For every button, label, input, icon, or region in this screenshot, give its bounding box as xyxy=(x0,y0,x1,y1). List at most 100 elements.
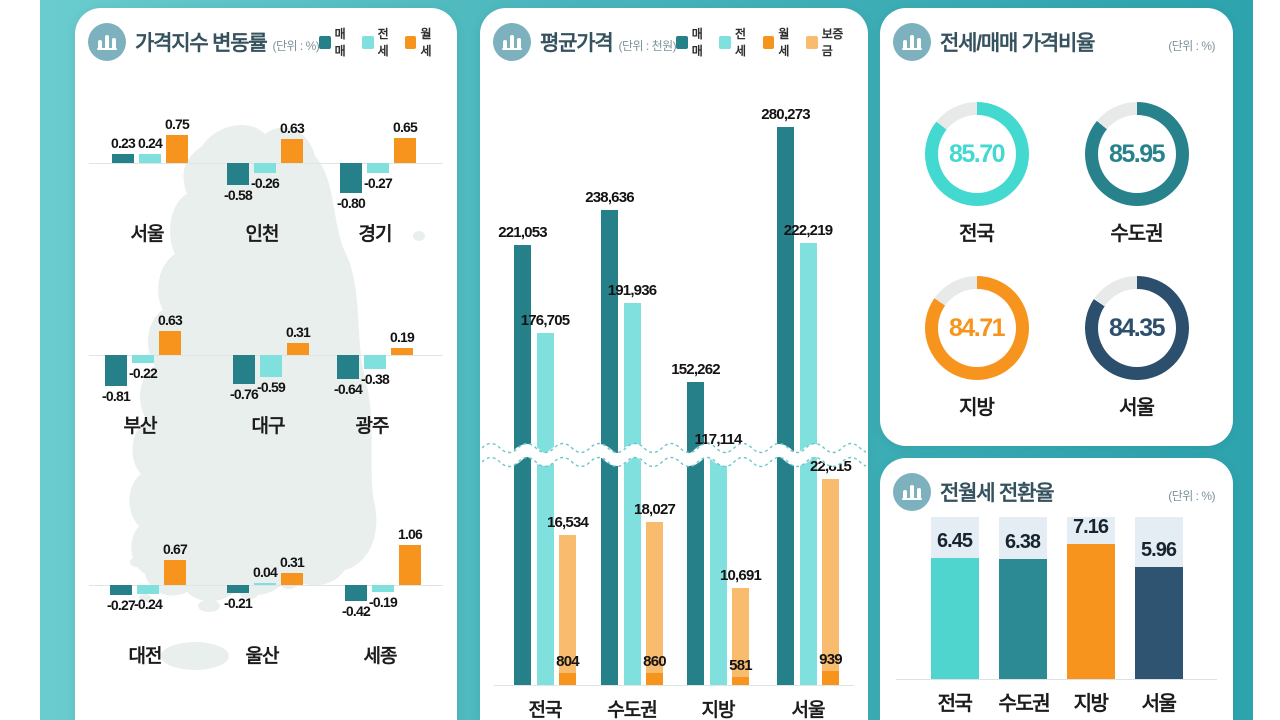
value-label: -0.24 xyxy=(134,596,163,613)
region-group-0: 0.23 0.24 0.75 서울 xyxy=(105,43,190,283)
region-group-0: -0.27 -0.24 0.67 대전 xyxy=(103,465,188,705)
monthly-bar xyxy=(159,331,181,355)
bar-track: 7.16 xyxy=(1066,516,1115,679)
legend-item-jeonse: 전세 xyxy=(719,25,753,59)
value-label: 0.04 xyxy=(252,564,278,580)
value-label: 221,053 xyxy=(498,224,547,242)
rate-value: 7.16 xyxy=(1073,516,1109,539)
legend: 매매 전세 월세 xyxy=(319,25,439,59)
bar-track: 5.96 xyxy=(1134,517,1183,679)
legend-swatch xyxy=(762,35,775,49)
value-label: -0.58 xyxy=(224,187,253,204)
legend-swatch xyxy=(319,35,331,49)
jeonse-bar xyxy=(623,303,641,685)
legend-label: 전세 xyxy=(735,27,746,58)
jeonse-bar xyxy=(254,583,276,585)
value-label: 222,219 xyxy=(783,221,833,239)
axis-break-wave xyxy=(482,442,866,468)
average-price-panel: 평균가격 (단위 : 천원) 매매 전세 월세 보증금 221,053 176,705 1… xyxy=(480,8,868,720)
legend-item-deposit: 보증금 xyxy=(806,25,850,59)
donut-label: 서울 xyxy=(1119,397,1155,419)
category-label: 전국 xyxy=(937,693,973,715)
building-chart-icon xyxy=(493,23,531,61)
value-label: 18,027 xyxy=(633,500,676,518)
price-index-panel: 가격지수 변동률 (단위 : %) 매매 전세 월세 0.23 0.24 0.75 서울 -… xyxy=(75,8,457,720)
value-label: 0.67 xyxy=(162,540,188,557)
value-label: 0.31 xyxy=(279,554,305,571)
rate-value: 6.45 xyxy=(937,529,973,552)
value-label: 0.19 xyxy=(389,328,415,345)
category-label: 서울 xyxy=(1141,693,1177,715)
monthly-bar xyxy=(166,134,188,163)
building-chart-icon xyxy=(893,23,931,61)
legend-item-monthly: 월세 xyxy=(405,25,439,59)
region-label: 대전 xyxy=(128,646,163,667)
rate-bar xyxy=(998,559,1047,679)
price-index-chart: 0.23 0.24 0.75 서울 -0.58 -0.26 0.63 인천 -0.80 -0.27… xyxy=(75,8,457,720)
legend-item-monthly: 월세 xyxy=(762,25,797,59)
monthly-bar xyxy=(559,673,576,685)
jeonse-bar xyxy=(137,585,159,595)
value-label: 10,691 xyxy=(719,567,762,585)
sale-bar xyxy=(687,382,704,685)
donut-hole: 84.71 xyxy=(937,289,1016,367)
value-label: 0.63 xyxy=(279,120,305,137)
legend-swatch xyxy=(719,35,732,49)
legend-label: 전세 xyxy=(377,27,389,58)
value-label: -0.59 xyxy=(257,379,286,396)
sale-bar xyxy=(110,585,132,596)
monthly-bar xyxy=(287,343,309,355)
legend-item-sale: 매매 xyxy=(319,25,353,59)
rate-bar xyxy=(1066,544,1115,679)
jeonse-bar xyxy=(367,163,389,174)
jeonse-bar xyxy=(709,451,727,685)
panel-unit: (단위 : %) xyxy=(272,39,320,53)
monthly-bar xyxy=(646,672,663,685)
legend-swatch xyxy=(405,35,417,49)
donut-value: 84.71 xyxy=(948,313,1006,342)
donut-cell: 85.70 전국 xyxy=(924,102,1029,246)
region-label: 인천 xyxy=(245,224,280,245)
donut-ring: 84.71 xyxy=(924,276,1029,380)
monthly-bar xyxy=(281,573,303,585)
region-group-1: -0.21 0.04 0.31 울산 xyxy=(220,465,305,705)
rate-value: 6.38 xyxy=(1005,531,1041,554)
legend-swatch xyxy=(362,35,374,49)
value-label: 16,534 xyxy=(546,514,589,532)
region-label: 울산 xyxy=(245,646,280,667)
jeonse-bar xyxy=(372,585,394,593)
category-label: 전국 xyxy=(528,700,563,720)
legend-label: 월세 xyxy=(420,27,432,58)
deposit-bar xyxy=(646,521,663,685)
value-label: 1.06 xyxy=(397,525,423,542)
value-label: 581 xyxy=(729,656,752,674)
category-label: 수도권 xyxy=(607,700,657,720)
legend-swatch xyxy=(806,35,818,49)
value-label: -0.22 xyxy=(129,365,158,382)
sale-bar xyxy=(514,245,531,685)
region-label: 부산 xyxy=(123,416,158,437)
value-label: -0.21 xyxy=(224,594,253,611)
value-label: 0.31 xyxy=(285,324,311,341)
sale-bar xyxy=(105,355,127,386)
sale-bar xyxy=(233,355,255,384)
conversion-labels: 전국 수도권 지방 서울 xyxy=(880,687,1233,716)
region-group-1: -0.58 -0.26 0.63 인천 xyxy=(220,43,305,283)
rate-bar xyxy=(1134,566,1183,679)
value-label: 280,273 xyxy=(761,106,810,124)
donut-hole: 84.35 xyxy=(1097,289,1176,367)
legend-label: 보증금 xyxy=(821,27,844,58)
value-label: 176,705 xyxy=(520,312,570,330)
panel-header: 전월세 전환율 (단위 : %) xyxy=(880,458,1233,511)
sale-bar xyxy=(227,163,249,186)
jeonse-bar xyxy=(799,242,817,685)
donut-ring: 85.70 xyxy=(924,102,1029,206)
value-label: 0.65 xyxy=(392,119,418,136)
sale-bar xyxy=(340,163,362,194)
region-group-2: -0.42 -0.19 1.06 세종 xyxy=(338,465,423,705)
jeonse-bar xyxy=(364,355,386,370)
value-label: 0.24 xyxy=(137,134,163,151)
axis-baseline xyxy=(89,585,443,586)
value-label: -0.81 xyxy=(102,387,131,404)
monthly-bar xyxy=(281,139,303,163)
